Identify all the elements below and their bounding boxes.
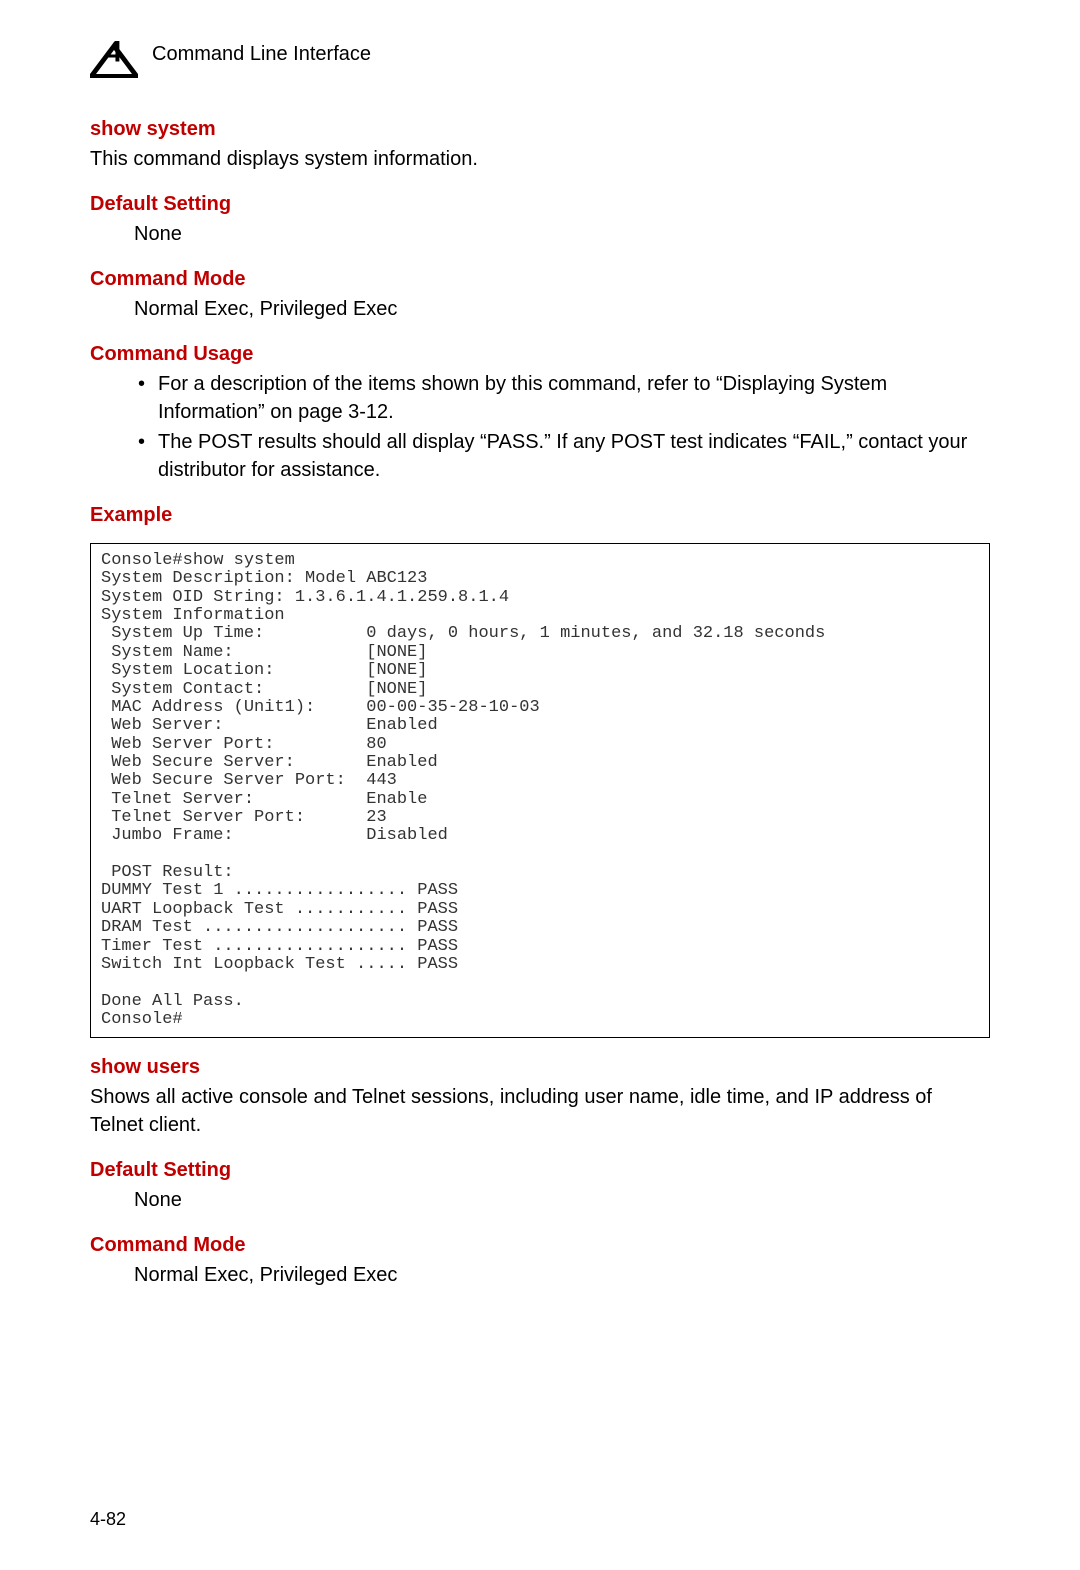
chapter-badge: 4 — [90, 30, 138, 78]
command-usage-label: Command Usage — [90, 343, 990, 366]
chapter-number: 4 — [106, 35, 123, 69]
page-header: 4 Command Line Interface — [90, 30, 990, 78]
page-number: 4-82 — [90, 1509, 126, 1530]
default-setting-value: None — [90, 220, 990, 248]
default-setting-label-2: Default Setting — [90, 1159, 990, 1182]
section-description-2: Shows all active console and Telnet sess… — [90, 1083, 990, 1139]
list-item: The POST results should all display “PAS… — [134, 428, 990, 484]
default-setting-label: Default Setting — [90, 193, 990, 216]
section-title-show-system: show system — [90, 118, 990, 141]
command-usage-list: For a description of the items shown by … — [90, 370, 990, 484]
list-item: For a description of the items shown by … — [134, 370, 990, 426]
command-mode-label: Command Mode — [90, 268, 990, 291]
command-mode-value: Normal Exec, Privileged Exec — [90, 295, 990, 323]
section-description: This command displays system information… — [90, 145, 990, 173]
command-mode-value-2: Normal Exec, Privileged Exec — [90, 1261, 990, 1289]
header-title: Command Line Interface — [152, 43, 371, 66]
example-label: Example — [90, 504, 990, 527]
command-mode-label-2: Command Mode — [90, 1234, 990, 1257]
section-title-show-users: show users — [90, 1056, 990, 1079]
code-example: Console#show system System Description: … — [90, 543, 990, 1038]
default-setting-value-2: None — [90, 1186, 990, 1214]
